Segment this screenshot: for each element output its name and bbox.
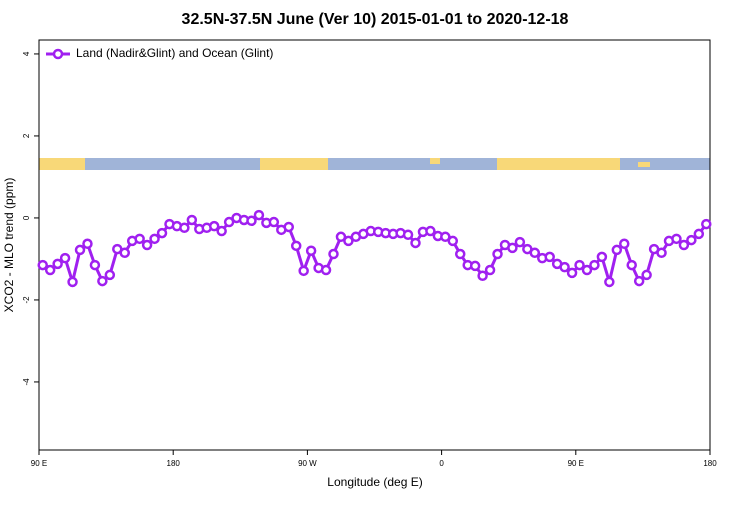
data-point xyxy=(216,225,227,237)
x-axis-label: Longitude (deg E) xyxy=(327,475,422,489)
data-point xyxy=(544,251,555,263)
data-point xyxy=(559,261,570,273)
data-point xyxy=(686,234,697,246)
data-point xyxy=(589,259,600,271)
data-point xyxy=(67,276,78,288)
data-point xyxy=(179,222,190,234)
data-point xyxy=(305,245,317,256)
data-point xyxy=(693,228,705,240)
series-line xyxy=(41,213,708,288)
data-point xyxy=(440,231,451,243)
data-point xyxy=(425,225,436,237)
x-tick-label: 90 E xyxy=(31,459,47,468)
data-point xyxy=(566,267,578,279)
data-point xyxy=(290,240,302,252)
data-point xyxy=(626,259,637,271)
data-point xyxy=(596,251,608,263)
data-point xyxy=(641,269,652,281)
data-point xyxy=(447,235,459,247)
data-point xyxy=(469,260,481,272)
data-point xyxy=(283,221,295,233)
data-point xyxy=(343,235,354,247)
data-point xyxy=(701,218,712,230)
data-point xyxy=(671,233,682,245)
data-point xyxy=(410,237,421,249)
x-tick-label: 180 xyxy=(703,459,717,468)
data-point xyxy=(454,248,466,260)
x-tick-label: 180 xyxy=(167,459,181,468)
y-axis-label: XCO2 - MLO trend (ppm) xyxy=(2,178,16,313)
data-point xyxy=(484,264,496,276)
data-point xyxy=(208,220,220,232)
plot-frame xyxy=(38,39,711,451)
chart-title: 32.5N-37.5N June (Ver 10) 2015-01-01 to … xyxy=(182,11,569,28)
data-point xyxy=(104,269,116,281)
data-point xyxy=(156,227,168,239)
x-tick-label: 90 W xyxy=(298,459,317,468)
data-point xyxy=(186,214,198,226)
data-point xyxy=(581,264,593,276)
data-point xyxy=(298,265,309,277)
x-tick-label: 90 E xyxy=(568,459,584,468)
y-tick-label: 4 xyxy=(22,51,31,56)
data-point xyxy=(619,238,630,250)
data-point xyxy=(529,247,541,259)
data-point xyxy=(134,233,145,245)
data-point xyxy=(89,259,101,271)
data-point xyxy=(223,216,235,228)
x-tick-label: 0 xyxy=(439,459,444,468)
data-point xyxy=(514,236,526,248)
data-point xyxy=(82,238,93,250)
data-point xyxy=(611,244,623,256)
data-point xyxy=(141,239,153,251)
data-point xyxy=(59,252,71,264)
data-point xyxy=(246,215,257,227)
data-point xyxy=(328,248,339,260)
data-point xyxy=(477,270,488,281)
data-point xyxy=(402,229,414,240)
data-point xyxy=(633,275,645,287)
data-point xyxy=(656,247,667,259)
legend-label: Land (Nadir&Glint) and Ocean (Glint) xyxy=(76,46,273,60)
data-point xyxy=(604,276,615,288)
map-strip xyxy=(39,158,710,170)
data-point xyxy=(335,231,347,243)
data-point xyxy=(37,259,48,271)
data-point xyxy=(44,264,56,276)
y-tick-label: 0 xyxy=(22,215,31,220)
legend-marker xyxy=(52,48,64,60)
data-point xyxy=(320,264,332,276)
data-point xyxy=(492,248,503,260)
data-point xyxy=(119,247,130,259)
y-tick-label: -4 xyxy=(22,378,31,386)
data-point xyxy=(678,239,690,251)
data-point xyxy=(97,275,108,287)
data-point xyxy=(74,244,86,256)
y-tick-label: -2 xyxy=(22,296,31,304)
data-point xyxy=(52,258,63,270)
data-point xyxy=(574,259,585,271)
data-point xyxy=(253,209,265,221)
data-point xyxy=(507,242,518,254)
data-point xyxy=(268,216,280,228)
data-point xyxy=(149,233,160,245)
y-tick-label: 2 xyxy=(22,133,31,138)
